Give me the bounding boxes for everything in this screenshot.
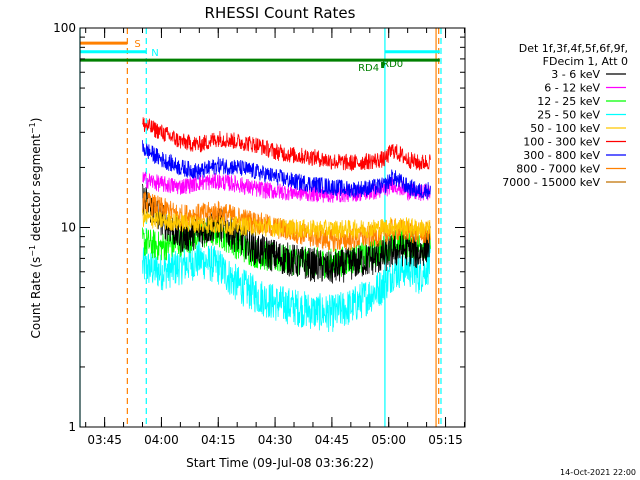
footer-date: 14-Oct-2021 22:00 — [560, 468, 636, 477]
y-axis-label-sup2: −1 — [28, 122, 37, 134]
x-axis-label: Start Time (09-Jul-08 03:36:22) — [186, 456, 374, 470]
x-tick-label-0345: 03:45 — [87, 433, 122, 447]
legend-header-line-2: FDecim 1, Att 0 — [543, 55, 628, 68]
legend-label-4: 50 - 100 keV — [530, 122, 600, 135]
bar-label-n: N — [151, 48, 158, 59]
chart-title: RHESSI Count Rates — [205, 4, 356, 22]
y-axis-label-main: Count Rate (s — [29, 257, 43, 339]
y-tick-label-10: 10 — [61, 221, 76, 235]
legend: Det 1f,3f,4f,5f,6f,9f, FDecim 1, Att 0 3… — [502, 42, 628, 189]
legend-label-0: 3 - 6 keV — [551, 68, 600, 81]
x-tick-label-0500: 05:00 — [371, 433, 406, 447]
series-line-50-100-kev — [142, 208, 431, 240]
y-axis-label-sup: −1 — [28, 245, 37, 257]
bar-label-s: S — [134, 39, 140, 50]
x-tick-label-0430: 04:30 — [258, 433, 293, 447]
legend-label-7: 800 - 7000 keV — [516, 163, 600, 176]
y-tick-label-100: 100 — [53, 21, 76, 35]
legend-label-2: 12 - 25 keV — [537, 95, 600, 108]
series-line-300-800-kev — [142, 140, 431, 200]
legend-label-1: 6 - 12 keV — [544, 82, 600, 95]
legend-label-5: 100 - 300 keV — [523, 136, 600, 149]
y-axis-label-end: ) — [29, 118, 43, 123]
y-tick-label-1: 1 — [68, 420, 76, 434]
x-tick-label-0515: 05:15 — [428, 433, 463, 447]
bar-label-rd0: RD0 — [382, 59, 403, 70]
legend-label-3: 25 - 50 keV — [537, 109, 600, 122]
bar-label-rd4: RD4 — [358, 63, 379, 74]
series-line-100-300-kev — [142, 117, 431, 172]
data-layer: SN RD4 RD0 — [79, 28, 442, 427]
x-tick-label-0445: 04:45 — [315, 433, 350, 447]
svg-text:Count Rate (s−1 detector segme: Count Rate (s−1 detector segment−1) — [28, 118, 43, 339]
x-tick-label-0415: 04:15 — [201, 433, 236, 447]
axes-layer: 1 10 100 03:45 04:00 04:15 04:30 04:45 05:00 05:1… — [53, 21, 466, 447]
y-axis-label: Count Rate (s−1 detector segment−1) — [28, 118, 43, 339]
x-tick-label-0400: 04:00 — [144, 433, 179, 447]
series-line-3-6-kev — [142, 183, 431, 284]
legend-label-8: 7000 - 15000 keV — [502, 176, 600, 189]
rd0-marker — [381, 62, 385, 69]
legend-label-6: 300 - 800 keV — [523, 149, 600, 162]
legend-header-line-1: Det 1f,3f,4f,5f,6f,9f, — [519, 42, 628, 55]
y-axis-label-mid: detector segment — [29, 134, 43, 245]
